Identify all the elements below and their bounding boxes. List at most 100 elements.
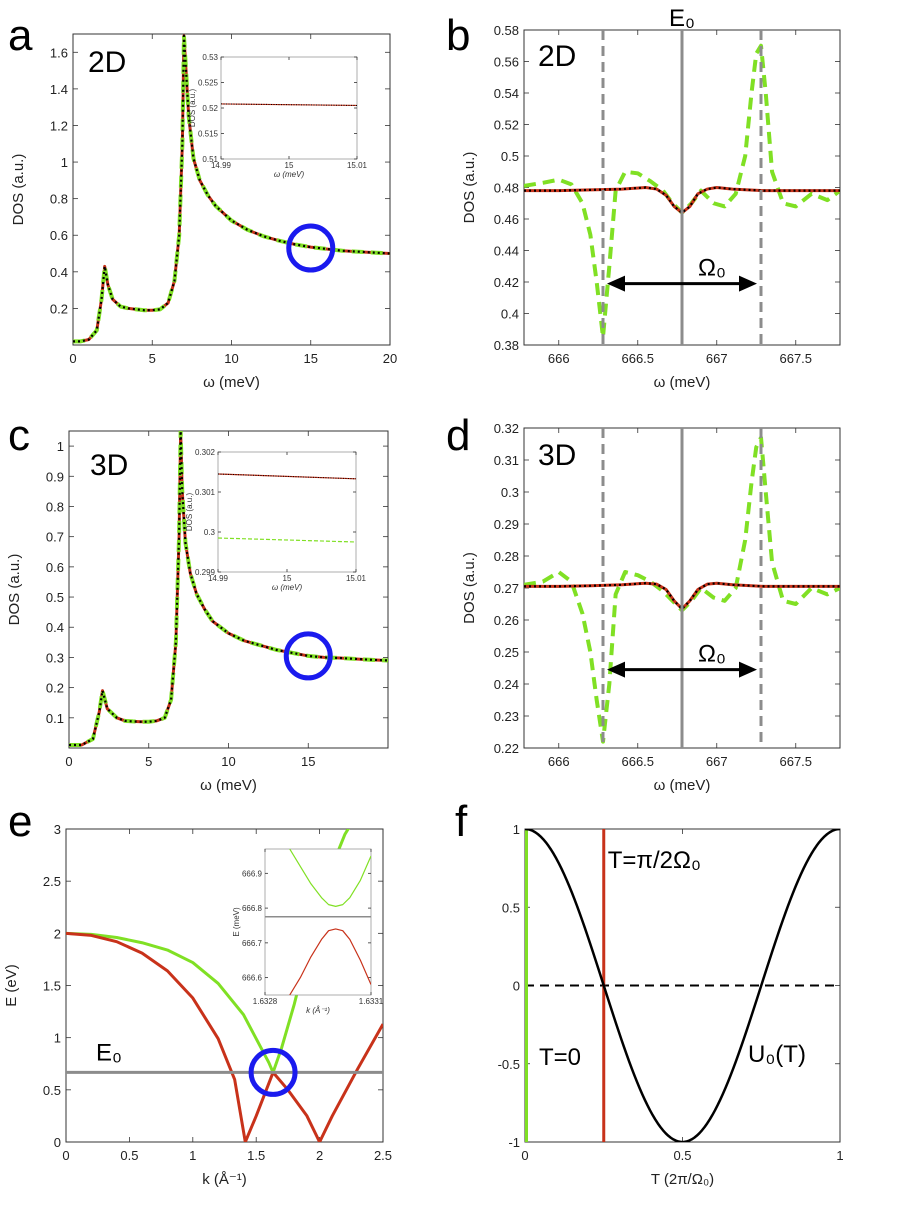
- panel-label-c: c: [8, 411, 30, 460]
- arrow-head-left: [607, 275, 625, 292]
- y-tick-label: 0.52: [494, 118, 519, 133]
- x-tick-label: 10: [221, 754, 235, 769]
- y-tick-label: 666.6: [242, 974, 263, 983]
- y-tick-label: 3: [54, 822, 61, 837]
- x-tick-label: 5: [149, 351, 156, 366]
- x-tick-label: 2.5: [374, 1148, 392, 1163]
- y-tick-label: 0.32: [494, 421, 519, 436]
- y-axis-label: DOS (a.u.): [6, 554, 23, 626]
- omega-label: Ω₀: [698, 255, 726, 282]
- x-axis-label: ω (meV): [654, 374, 711, 391]
- x-tick-label: 20: [383, 351, 397, 366]
- x-tick-label: 5: [145, 754, 152, 769]
- y-tick-label: 0.24: [494, 677, 519, 692]
- x-tick-label: 15.01: [346, 574, 367, 583]
- y-tick-label: 0.1: [46, 711, 64, 726]
- series-red-line: [289, 928, 371, 995]
- x-tick-label: 1.6331: [359, 997, 384, 1006]
- y-tick-label: 0.4: [50, 265, 68, 280]
- x-axis-label: ω (meV): [203, 374, 260, 391]
- y-axis-label: DOS (a.u.): [461, 552, 478, 624]
- y-tick-label: 666.8: [242, 904, 263, 913]
- y-tick-label: -1: [508, 1135, 520, 1150]
- y-tick-label: 0.299: [195, 568, 216, 577]
- y-tick-label: 0.5: [43, 1083, 61, 1098]
- y-tick-label: 1: [61, 155, 68, 170]
- y-tick-label: 0.5: [501, 149, 519, 164]
- y-tick-label: 1.6: [50, 45, 68, 60]
- y-axis-label: DOS (a.u.): [461, 152, 478, 224]
- annotation-t-half: T=π/2Ω₀: [608, 847, 701, 874]
- y-tick-label: 0.38: [494, 338, 519, 353]
- x-tick-label: 14.99: [211, 161, 232, 170]
- y-tick-label: 0.515: [198, 130, 219, 139]
- y-tick-label: 0.54: [494, 86, 519, 101]
- arrow-head-left: [607, 661, 625, 678]
- x-axis-label: ω (meV): [654, 777, 711, 794]
- y-tick-label: 2.5: [43, 874, 61, 889]
- series-green-line: [218, 537, 356, 543]
- series-black-line: [73, 34, 390, 343]
- y-tick-label: 0.6: [50, 228, 68, 243]
- series-black-line: [218, 473, 356, 480]
- x-tick-label: 0: [65, 754, 72, 769]
- y-tick-label: 0.8: [46, 499, 64, 514]
- y-tick-label: 0.9: [46, 469, 64, 484]
- y-tick-label: 0.42: [494, 275, 519, 290]
- x-tick-label: 667: [706, 351, 728, 366]
- panel-label-a: a: [8, 11, 33, 60]
- y-tick-label: 0.29: [494, 517, 519, 532]
- y-tick-label: 0.3: [501, 485, 519, 500]
- dimension-label-a: 2D: [88, 46, 126, 79]
- x-tick-label: 15.01: [347, 161, 368, 170]
- panel-label-f: f: [455, 797, 468, 846]
- y-tick-label: 1: [513, 822, 520, 837]
- inset-plot-frame-c: [217, 451, 357, 573]
- y-tick-label: 0.3: [46, 650, 64, 665]
- y-tick-label: 0.46: [494, 212, 519, 227]
- y-axis-label: DOS (a.u.): [188, 89, 197, 128]
- x-axis-label: k (Å⁻¹): [202, 1171, 247, 1188]
- x-axis-label: ω (meV): [274, 170, 305, 179]
- x-tick-label: 667.5: [779, 754, 812, 769]
- y-tick-label: 1.4: [50, 82, 68, 97]
- y-tick-label: 2: [54, 926, 61, 941]
- x-tick-label: 1: [836, 1148, 843, 1163]
- series-black-line: [221, 103, 357, 106]
- e0-label: E₀: [669, 5, 695, 32]
- x-tick-label: 1.6328: [253, 997, 278, 1006]
- y-tick-label: 0.525: [198, 79, 219, 88]
- y-tick-label: 0.23: [494, 709, 519, 724]
- y-tick-label: 0.27: [494, 581, 519, 596]
- y-tick-label: 0.48: [494, 181, 519, 196]
- y-tick-label: 1.2: [50, 118, 68, 133]
- x-tick-label: 1: [189, 1148, 196, 1163]
- y-tick-label: 0.25: [494, 645, 519, 660]
- series-green-line: [524, 43, 840, 340]
- x-axis-label: k (Å⁻¹): [306, 1006, 330, 1015]
- y-tick-label: 666.7: [242, 939, 263, 948]
- x-tick-label: 15: [283, 574, 292, 583]
- y-tick-label: 0.58: [494, 23, 519, 38]
- y-axis-label: DOS (a.u.): [10, 154, 27, 226]
- y-tick-label: 0.4: [501, 307, 519, 322]
- x-tick-label: 0.5: [673, 1148, 691, 1163]
- highlight-circle: [283, 631, 333, 681]
- x-tick-label: 15: [304, 351, 318, 366]
- y-tick-label: 0: [54, 1135, 61, 1150]
- x-axis-label: ω (meV): [272, 583, 303, 592]
- y-tick-label: 0.302: [195, 448, 216, 457]
- annotation-u0: U₀(T): [748, 1041, 806, 1068]
- x-tick-label: 0: [69, 351, 76, 366]
- panel-label-b: b: [446, 11, 470, 60]
- y-tick-label: 0.52: [202, 104, 218, 113]
- annotation-t0: T=0: [539, 1044, 581, 1071]
- y-tick-label: 1: [57, 439, 64, 454]
- y-tick-label: 0.22: [494, 741, 519, 756]
- e0-label: E₀: [96, 1039, 122, 1066]
- y-tick-label: 0.2: [50, 301, 68, 316]
- y-tick-label: 666.9: [242, 869, 263, 878]
- y-tick-label: 0.53: [202, 53, 218, 62]
- inset-plot-frame-e: [264, 848, 372, 996]
